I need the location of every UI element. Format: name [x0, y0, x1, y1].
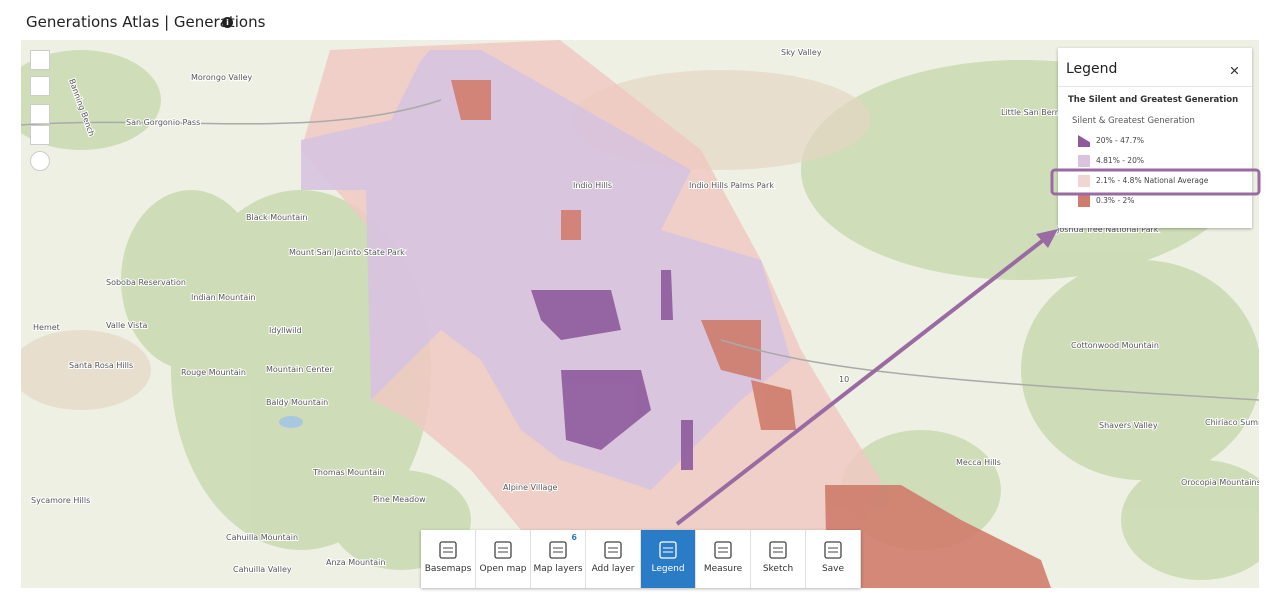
map-label: San Gorgonio Pass [126, 118, 200, 127]
map-label: Valle Vista [106, 321, 147, 330]
toolbar-icon [604, 541, 622, 559]
map-label: Hemet [33, 323, 60, 332]
map-label: Alpine Village [503, 483, 557, 492]
legend-label: 20% - 47.7% [1096, 136, 1144, 145]
badge: 6 [571, 533, 577, 542]
zoom-out-button[interactable] [30, 125, 50, 145]
map-label: Shavers Valley [1099, 421, 1158, 430]
toolbar-icon [824, 541, 842, 559]
map-label: Joshua Tree National Park [1056, 225, 1159, 234]
map-label: Rouge Mountain [181, 368, 246, 377]
legend-label: 4.81% - 20% [1096, 156, 1144, 165]
map-label: Black Mountain [246, 213, 307, 222]
map-label: Orocopia Mountains [1181, 478, 1259, 487]
info-icon[interactable]: i [222, 17, 233, 28]
map-label: Cottonwood Mountain [1071, 341, 1159, 350]
toolbar-button[interactable]: Legend [641, 530, 696, 588]
search-button[interactable] [30, 50, 50, 70]
map-label: Cahuilla Valley [233, 565, 292, 574]
legend-item: 4.81% - 20% [1078, 154, 1144, 168]
map-label: 10 [839, 375, 849, 384]
legend-label: 0.3% - 2% [1096, 196, 1135, 205]
compass-button[interactable] [30, 151, 50, 171]
toolbar-label: Map layers [533, 564, 583, 574]
toolbar-icon [549, 541, 567, 559]
legend-swatch [1078, 135, 1090, 147]
toolbar-label: Save [821, 564, 845, 574]
map-label: Chiriaco Summit [1205, 418, 1259, 427]
toolbar: Basemaps Open map Map layers 6 Add layer Lege… [421, 530, 861, 588]
legend-layer: The Silent and Greatest Generation [1068, 95, 1239, 105]
toolbar-icon [714, 541, 732, 559]
legend-item: 0.3% - 2% [1078, 194, 1134, 208]
map-label: Indian Mountain [191, 293, 256, 302]
legend-item: 20% - 47.7% [1078, 134, 1144, 148]
zoom-in-button[interactable] [30, 104, 50, 124]
map-label: Sycamore Hills [31, 496, 90, 505]
map-label: Sky Valley [781, 48, 822, 57]
legend-panel: Legend The Silent and Greatest Generatio… [1058, 48, 1252, 228]
map-label: Mount San Jacinto State Park [289, 248, 405, 257]
toolbar-label: Legend [651, 564, 685, 574]
legend-field: Silent & Greatest Generation [1072, 116, 1195, 126]
toolbar-label: Add layer [591, 564, 635, 574]
map-label: Santa Rosa Hills [69, 361, 133, 370]
close-button[interactable] [1231, 67, 1238, 74]
legend-swatch [1078, 155, 1090, 167]
toolbar-icon [494, 541, 512, 559]
map-label: Anza Mountain [326, 558, 385, 567]
toolbar-label: Sketch [762, 564, 794, 574]
toolbar-button[interactable]: Sketch [751, 530, 806, 588]
map-label: Pine Meadow [373, 495, 426, 504]
page-title: Generations Atlas | Generations [26, 13, 266, 31]
legend-swatch [1078, 195, 1090, 207]
map-label: Soboba Reservation [106, 278, 186, 287]
toolbar-button[interactable]: Open map [476, 530, 531, 588]
map-label: Indio Hills [573, 181, 612, 190]
toolbar-button[interactable]: Add layer [586, 530, 641, 588]
toolbar-button[interactable]: Measure [696, 530, 751, 588]
toolbar-button[interactable]: Basemaps [421, 530, 476, 588]
toolbar-icon [439, 541, 457, 559]
legend-title: Legend [1066, 61, 1118, 77]
map-label: Mecca Hills [956, 458, 1001, 467]
legend-swatch [1078, 175, 1090, 187]
map-label: Indio Hills Palms Park [689, 181, 774, 190]
legend-label: 2.1% - 4.8% National Average [1096, 176, 1209, 185]
map-label: Mountain Center [266, 365, 333, 374]
toolbar-button[interactable]: Save [806, 530, 861, 588]
toolbar-label: Measure [703, 564, 743, 574]
legend-item: 2.1% - 4.8% National Average [1078, 174, 1208, 188]
toolbar-label: Basemaps [424, 564, 472, 574]
map-label: Baldy Mountain [266, 398, 328, 407]
toolbar-label: Open map [479, 564, 527, 574]
toolbar-icon [769, 541, 787, 559]
toolbar-button[interactable]: Map layers 6 [531, 530, 586, 588]
map-label: Thomas Mountain [312, 468, 385, 477]
map-label: Idyllwild [269, 326, 302, 335]
map-label: Cahuilla Mountain [226, 533, 298, 542]
home-button[interactable] [30, 76, 50, 96]
toolbar-icon [659, 541, 677, 559]
map-label: Morongo Valley [191, 73, 253, 82]
